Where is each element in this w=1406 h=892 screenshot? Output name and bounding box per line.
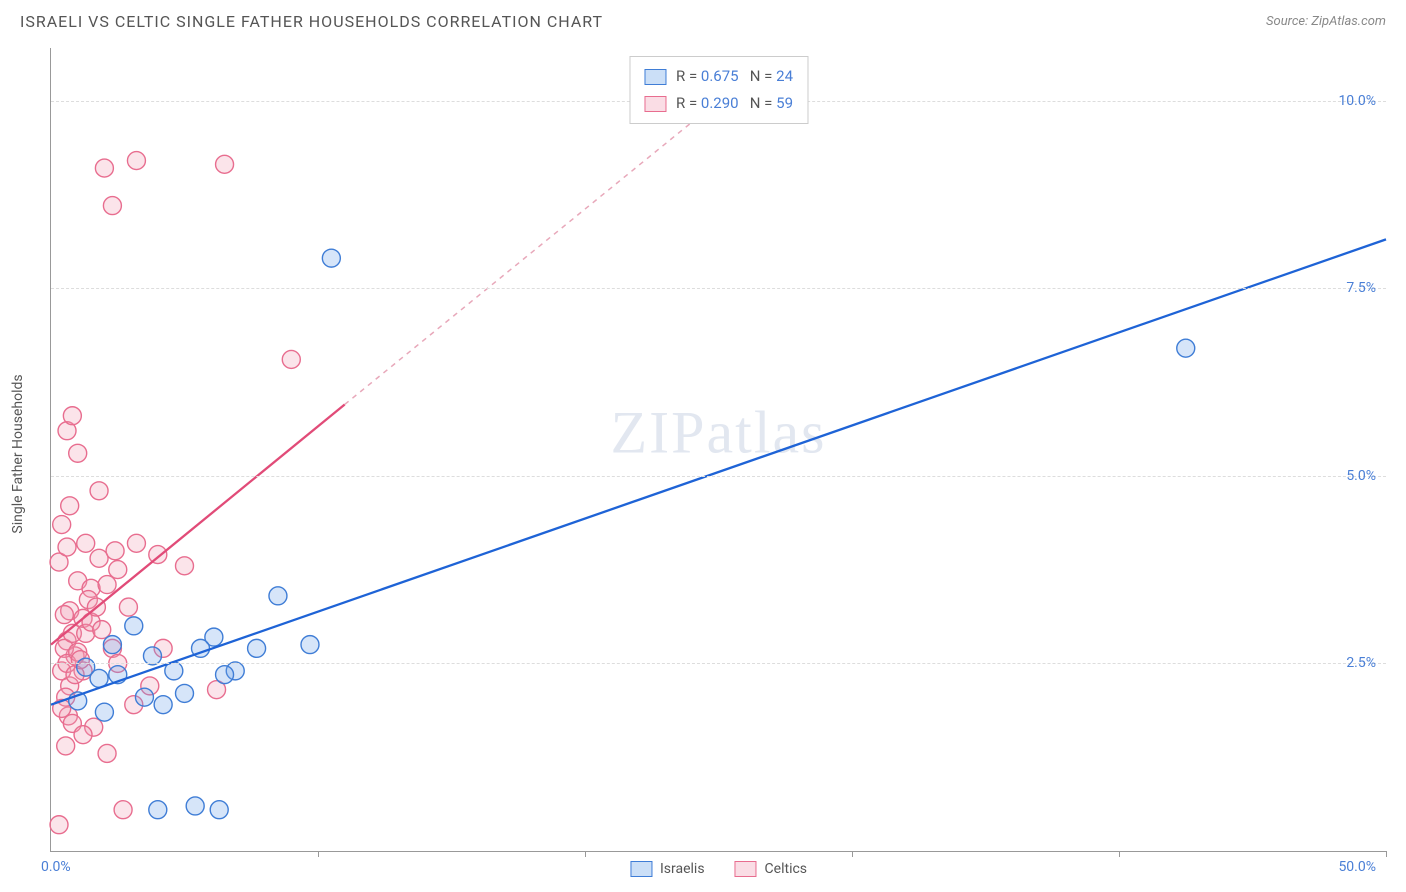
scatter-plot-svg [51,48,1386,851]
legend-swatch-blue-icon [630,861,652,877]
series-legend: Israelis Celtics [630,861,807,877]
chart-plot-area: R = 0.675 N = 24 R = 0.290 N = 59 ZIPatl… [50,48,1386,852]
legend-label-israelis: Israelis [660,861,705,877]
y-tick-label: 7.5% [1346,280,1376,296]
y-tick-label: 10.0% [1338,93,1376,109]
x-axis-max-label: 50.0% [1338,859,1376,875]
y-axis-label: Single Father Households [10,374,26,533]
chart-title: ISRAELI VS CELTIC SINGLE FATHER HOUSEHOL… [20,12,603,31]
y-tick-label: 2.5% [1346,655,1376,671]
legend-swatch-pink-icon [735,861,757,877]
legend-row-celtics: R = 0.290 N = 59 [644,90,793,117]
legend-row-israelis: R = 0.675 N = 24 [644,63,793,90]
legend-item-israelis: Israelis [630,861,705,877]
n-value-celtics: 59 [776,94,793,112]
correlation-legend: R = 0.675 N = 24 R = 0.290 N = 59 [629,56,808,124]
y-tick-label: 5.0% [1346,468,1376,484]
r-value-celtics: 0.290 [701,94,739,112]
x-axis-min-label: 0.0% [41,859,71,875]
legend-label-celtics: Celtics [765,861,807,877]
source-label: Source: ZipAtlas.com [1266,14,1386,29]
n-value-israelis: 24 [776,67,793,85]
legend-swatch-pink [644,96,666,112]
r-value-israelis: 0.675 [701,67,739,85]
legend-swatch-blue [644,69,666,85]
legend-item-celtics: Celtics [735,861,807,877]
